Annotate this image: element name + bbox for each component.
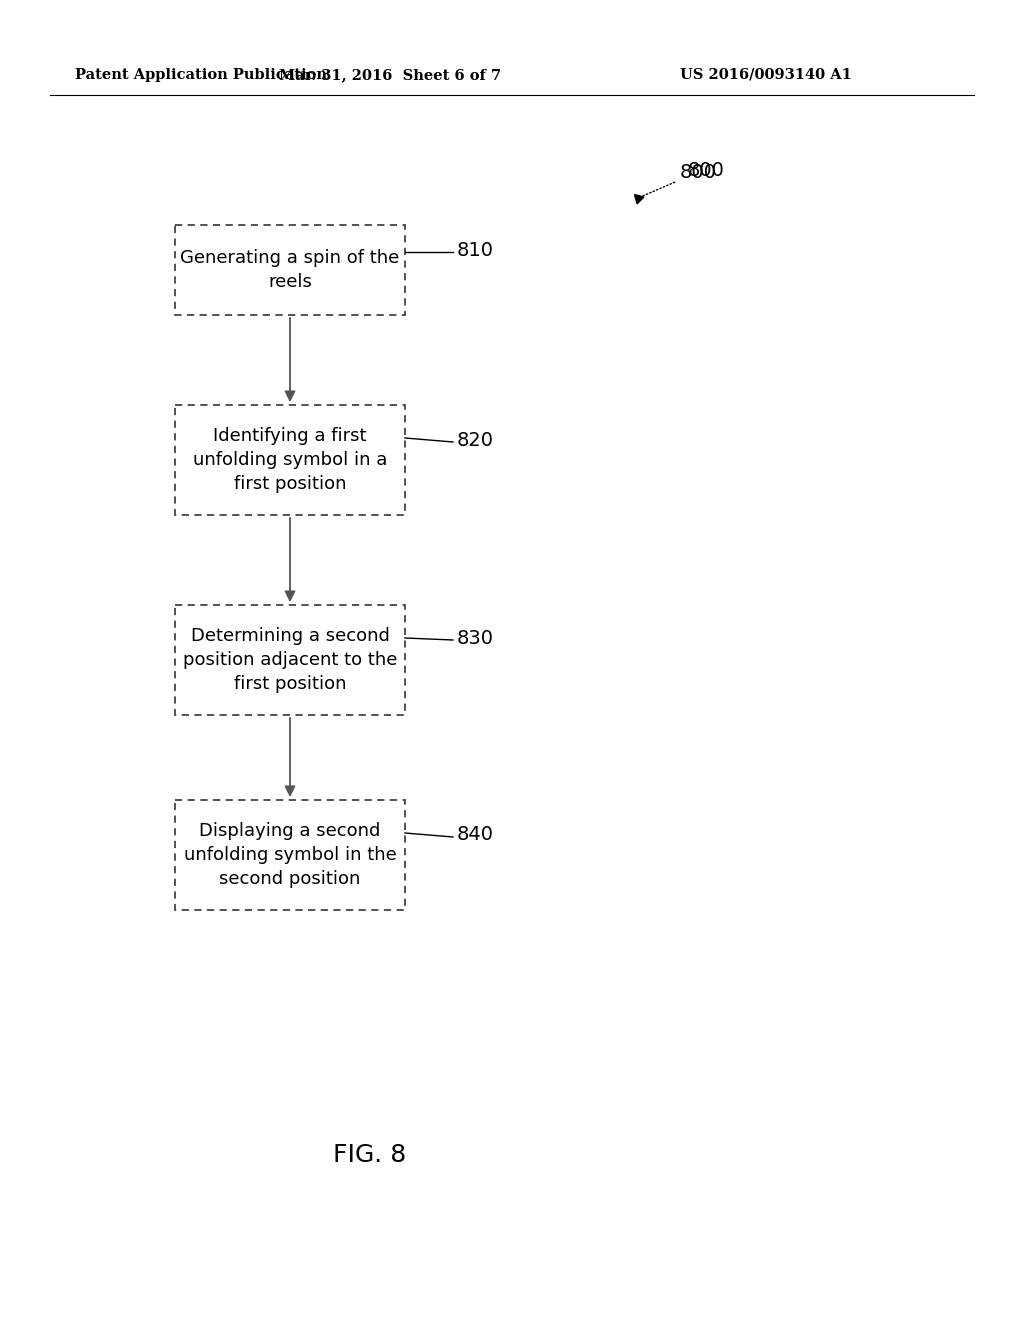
Text: 840: 840 [457,825,494,845]
Text: FIG. 8: FIG. 8 [334,1143,407,1167]
Text: 800: 800 [641,162,717,197]
Bar [175,605,406,715]
Bar [175,224,406,315]
Text: Patent Application Publication: Patent Application Publication [75,69,327,82]
Text: 830: 830 [457,628,494,648]
Text: Determining a second
position adjacent to the
first position: Determining a second position adjacent t… [183,627,397,693]
Text: Identifying a first
unfolding symbol in a
first position: Identifying a first unfolding symbol in … [193,428,387,492]
Text: Mar. 31, 2016  Sheet 6 of 7: Mar. 31, 2016 Sheet 6 of 7 [279,69,501,82]
Text: Generating a spin of the
reels: Generating a spin of the reels [180,249,399,290]
Bar [175,405,406,515]
Text: 800: 800 [688,161,725,180]
Text: US 2016/0093140 A1: US 2016/0093140 A1 [680,69,852,82]
Text: 810: 810 [457,240,494,260]
Text: Displaying a second
unfolding symbol in the
second position: Displaying a second unfolding symbol in … [183,822,396,887]
Text: 820: 820 [457,430,494,450]
Bar [175,800,406,909]
